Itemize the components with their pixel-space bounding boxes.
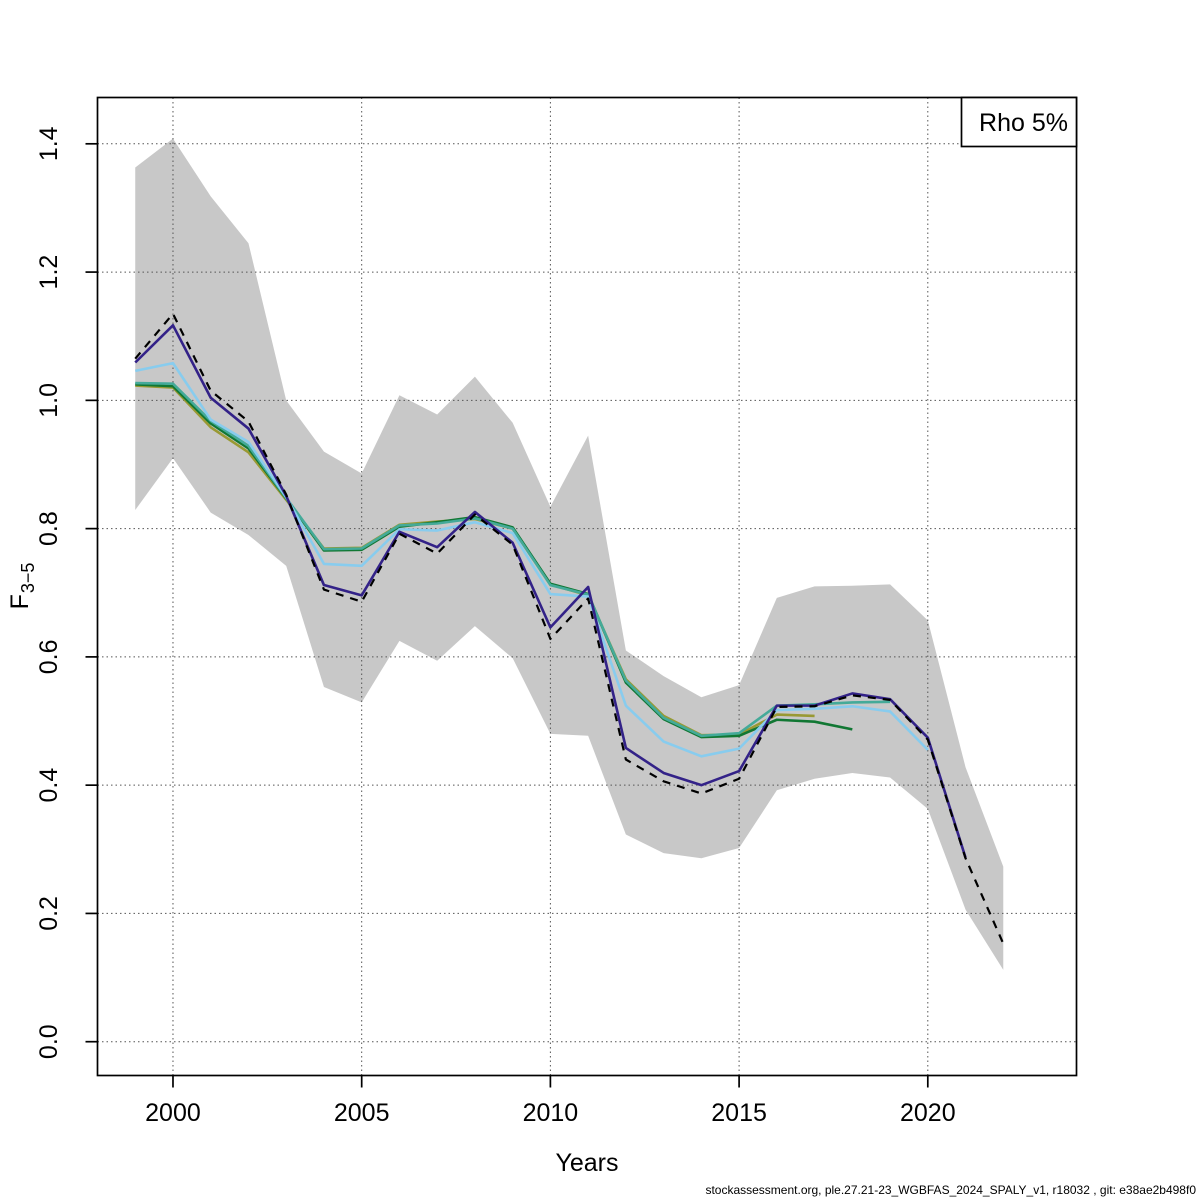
- y-tick-label: 1.0: [35, 383, 63, 418]
- grid-layer: [97, 97, 1077, 1076]
- tick-label-layer: 2000 2005 2010 2015 2020 0.0 0.2 0.4 0.6 0.8 1.0 1.…: [35, 126, 956, 1127]
- y-tick-label: 1.2: [35, 255, 63, 290]
- y-tick-label: 0.2: [35, 896, 63, 931]
- footer-credit: stockassessment.org, ple.27.21-23_WGBFAS…: [705, 1183, 1196, 1197]
- legend-box: [960, 96, 1078, 148]
- series-layer: [134, 312, 1005, 945]
- x-axis-title: Years: [555, 1149, 618, 1177]
- x-tick-label: 2000: [145, 1099, 201, 1127]
- y-tick-label: 0.8: [35, 511, 63, 546]
- y-axis-title-subscript: 3−5: [18, 563, 38, 594]
- legend-label: Rho 5%: [979, 109, 1068, 137]
- y-tick-label: 0.0: [35, 1024, 63, 1059]
- x-tick-label: 2010: [523, 1099, 579, 1127]
- y-axis-title: F3−5: [6, 563, 38, 610]
- y-tick-label: 0.4: [35, 768, 63, 803]
- y-axis-title-base: F: [6, 594, 34, 609]
- series-line-retro-peel-2019: [135, 381, 891, 738]
- x-tick-label: 2015: [711, 1099, 767, 1127]
- tick-layer: [85, 142, 929, 1088]
- x-tick-label: 2005: [334, 1099, 390, 1127]
- series-line-retro-peel-2020: [134, 361, 929, 758]
- y-tick-label: 1.4: [35, 126, 63, 161]
- x-tick-label: 2020: [900, 1099, 956, 1127]
- confidence-band: [135, 138, 1004, 970]
- y-tick-label: 0.6: [35, 640, 63, 675]
- plot-border: [96, 96, 1078, 1077]
- series-line-base-run-2022: [134, 312, 1005, 945]
- legend: Rho 5%: [960, 96, 1078, 148]
- confidence-band-layer: [135, 138, 1004, 970]
